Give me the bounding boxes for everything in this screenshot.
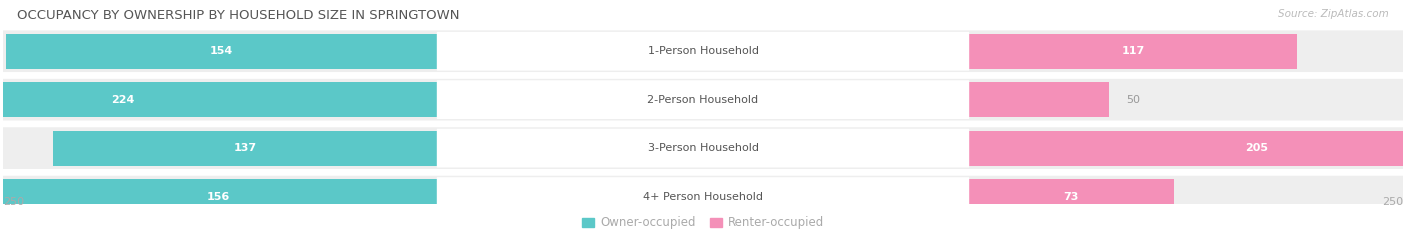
Text: 4+ Person Household: 4+ Person Household bbox=[643, 192, 763, 202]
Text: 224: 224 bbox=[111, 95, 135, 105]
Text: 250: 250 bbox=[3, 197, 24, 207]
Bar bbox=[969, 179, 1174, 214]
Text: 117: 117 bbox=[1122, 46, 1144, 56]
Bar bbox=[969, 131, 1406, 166]
Text: 3-Person Household: 3-Person Household bbox=[648, 143, 758, 153]
FancyBboxPatch shape bbox=[3, 176, 1403, 217]
Text: 156: 156 bbox=[207, 192, 231, 202]
Text: 2-Person Household: 2-Person Household bbox=[647, 95, 759, 105]
Bar bbox=[969, 82, 1109, 117]
FancyBboxPatch shape bbox=[437, 32, 969, 71]
Text: OCCUPANCY BY OWNERSHIP BY HOUSEHOLD SIZE IN SPRINGTOWN: OCCUPANCY BY OWNERSHIP BY HOUSEHOLD SIZE… bbox=[17, 9, 460, 22]
FancyBboxPatch shape bbox=[3, 127, 1403, 169]
FancyBboxPatch shape bbox=[3, 30, 1403, 72]
Legend: Owner-occupied, Renter-occupied: Owner-occupied, Renter-occupied bbox=[578, 212, 828, 233]
Bar bbox=[969, 34, 1296, 69]
Text: 1-Person Household: 1-Person Household bbox=[648, 46, 758, 56]
Text: 154: 154 bbox=[209, 46, 233, 56]
Text: 205: 205 bbox=[1244, 143, 1268, 153]
Bar bbox=[53, 131, 437, 166]
Text: Source: ZipAtlas.com: Source: ZipAtlas.com bbox=[1278, 9, 1389, 19]
FancyBboxPatch shape bbox=[437, 80, 969, 119]
Text: 50: 50 bbox=[1126, 95, 1140, 105]
FancyBboxPatch shape bbox=[437, 129, 969, 168]
FancyBboxPatch shape bbox=[437, 177, 969, 216]
Bar bbox=[6, 34, 437, 69]
Bar bbox=[0, 179, 437, 214]
Text: 73: 73 bbox=[1063, 192, 1078, 202]
Text: 137: 137 bbox=[233, 143, 257, 153]
Text: 250: 250 bbox=[1382, 197, 1403, 207]
FancyBboxPatch shape bbox=[3, 79, 1403, 120]
Bar bbox=[0, 82, 437, 117]
